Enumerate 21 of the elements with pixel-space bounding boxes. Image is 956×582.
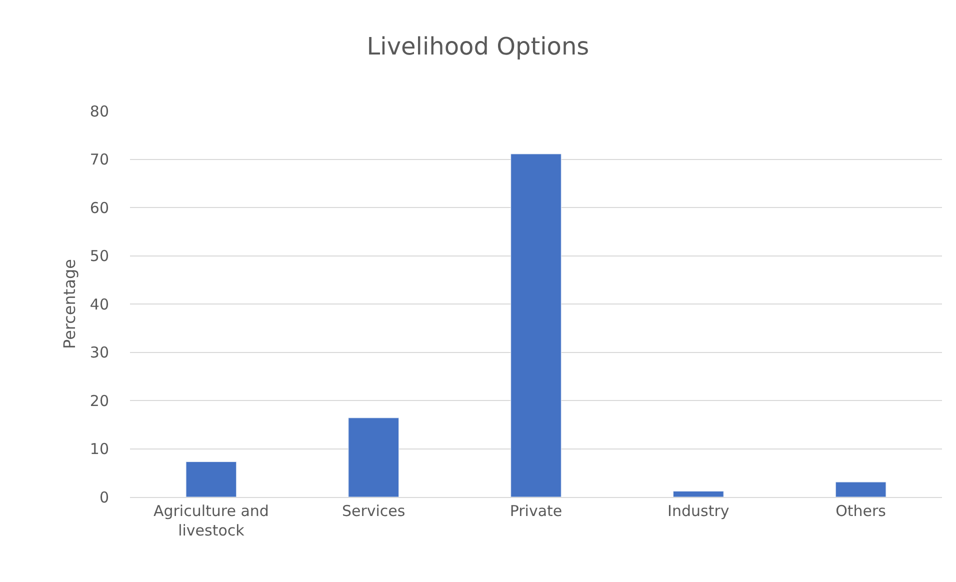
y-tick-label: 80 [90,102,109,120]
y-tick-label: 60 [90,198,109,217]
y-axis-title: Percentage [60,258,79,350]
bar [510,154,562,497]
y-tick-label: 0 [99,488,109,506]
x-tick-label: Agriculture and livestock [153,502,269,540]
y-tick-label: 10 [90,440,109,458]
x-tick-label: Services [342,502,406,520]
chart-title: Livelihood Options [366,32,590,61]
bar [348,418,400,497]
y-tick-label: 20 [90,392,109,410]
bar [835,482,886,497]
y-tick-label: 40 [90,295,109,314]
bar [186,462,237,497]
y-tick-label: 50 [90,247,109,265]
x-tick-label: Private [510,502,562,520]
y-tick-label: 70 [90,150,109,168]
bar [672,490,724,497]
x-tick-label: Industry [668,502,730,520]
y-tick-label: 30 [90,344,109,362]
x-tick-label: Others [836,502,886,520]
